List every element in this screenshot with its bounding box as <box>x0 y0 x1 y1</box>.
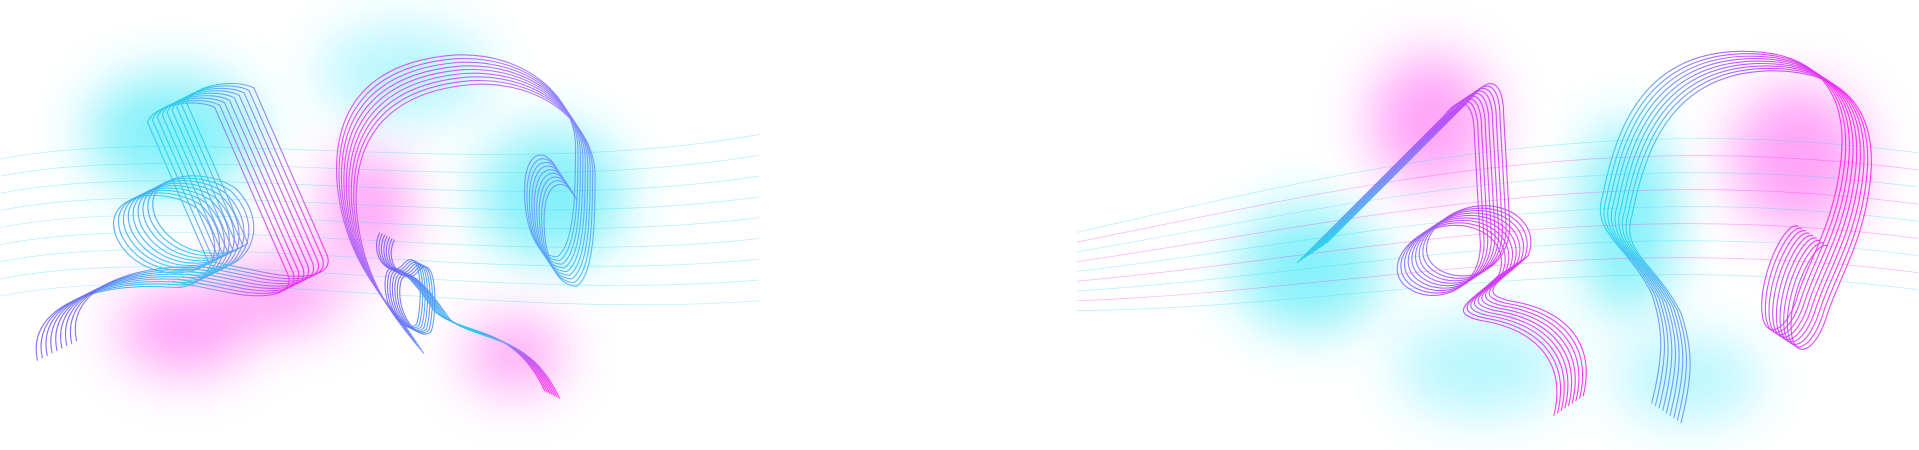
ribbon-layer <box>0 50 1919 424</box>
ribbon-line <box>1318 88 1580 402</box>
glow <box>477 128 625 263</box>
ribbon-line <box>0 175 760 194</box>
ribbon-line <box>35 102 290 361</box>
glow <box>1394 317 1567 416</box>
glow <box>86 73 258 196</box>
ribbon-line <box>1303 97 1565 412</box>
ribbon-line <box>1076 240 1919 292</box>
ribbon-line <box>55 92 310 352</box>
glow <box>324 146 411 270</box>
ribbon-line <box>1076 189 1919 263</box>
ribbon-line <box>64 87 319 347</box>
ribbon-line <box>1300 100 1562 414</box>
ribbon-line <box>74 82 329 342</box>
ribbon-line <box>1311 92 1573 407</box>
ribbon-line <box>0 266 759 286</box>
ribbon-line <box>0 154 760 177</box>
ribbon-line <box>40 100 295 359</box>
ribbon-line <box>0 134 760 160</box>
ribbon-line <box>1076 274 1919 311</box>
ribbon-line <box>1076 223 1919 282</box>
ribbon-line <box>1314 90 1576 404</box>
ribbon-line <box>1296 102 1558 416</box>
ribbon-line <box>1307 95 1569 409</box>
glow <box>465 317 564 392</box>
ribbon-line <box>0 249 759 267</box>
glow <box>116 287 252 373</box>
ribbon-line <box>45 97 300 356</box>
ribbon-line <box>69 85 324 344</box>
ribbon-line <box>1629 70 1872 424</box>
ribbon-line <box>390 239 561 399</box>
glow <box>1578 122 1677 318</box>
ribbon-line <box>1322 85 1584 399</box>
ribbon-line <box>0 283 759 306</box>
glow <box>1235 207 1383 331</box>
ribbon-line <box>60 90 315 349</box>
ribbon-line <box>1076 257 1919 302</box>
ribbon-line <box>1076 155 1919 243</box>
ribbon-line <box>0 214 760 229</box>
ribbon-line <box>1325 83 1587 397</box>
glow <box>1614 336 1762 422</box>
glow-layer <box>86 24 1866 422</box>
glow <box>318 24 490 123</box>
glow <box>1370 55 1493 190</box>
ribbon-line <box>1076 172 1919 253</box>
glow <box>1731 85 1866 233</box>
ribbon-line <box>0 232 759 248</box>
ribbon-line <box>355 83 596 354</box>
ribbon-line <box>50 95 305 354</box>
